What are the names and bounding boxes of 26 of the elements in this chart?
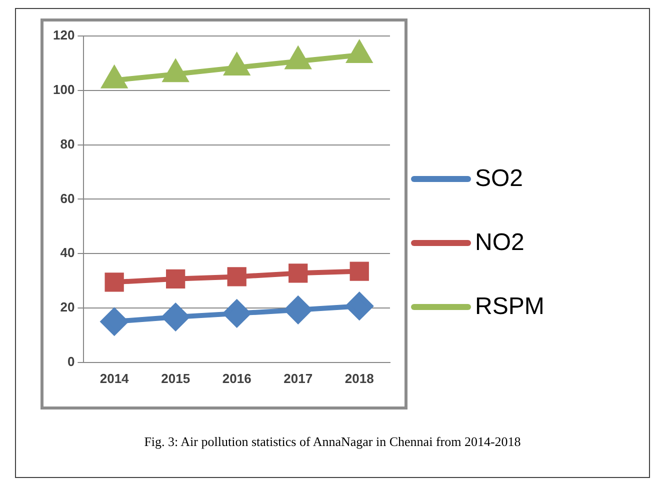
point bbox=[104, 272, 124, 292]
x-tick-label: 2015 bbox=[161, 370, 190, 386]
point bbox=[346, 292, 373, 320]
y-tick-label: 0 bbox=[67, 354, 75, 369]
point bbox=[227, 267, 246, 286]
caption: Fig. 3: Air pollution statistics of AnnaNagar in Chennai from 2014-2018 bbox=[143, 434, 522, 450]
x-tick-label: 2014 bbox=[100, 370, 130, 386]
y-tick-label: 100 bbox=[52, 82, 75, 97]
y-tick-label: 60 bbox=[60, 190, 75, 206]
point bbox=[223, 300, 250, 327]
point bbox=[350, 262, 369, 281]
x-tick-label: 2018 bbox=[344, 370, 374, 386]
point bbox=[288, 264, 308, 283]
point bbox=[162, 303, 190, 330]
y-tick-label: 80 bbox=[60, 136, 75, 152]
x-tick-label: 2016 bbox=[222, 370, 252, 386]
point bbox=[284, 296, 312, 324]
legend-label: NO2 bbox=[475, 229, 524, 257]
x-tick-label: 2017 bbox=[284, 370, 313, 386]
y-tick-label: 120 bbox=[52, 28, 75, 43]
point bbox=[100, 308, 128, 336]
y-tick-label: 40 bbox=[60, 245, 75, 260]
legend-label: RSPM bbox=[475, 293, 544, 321]
y-tick-label: 20 bbox=[60, 300, 75, 315]
legend-label: SO2 bbox=[475, 165, 524, 193]
point bbox=[166, 269, 186, 288]
